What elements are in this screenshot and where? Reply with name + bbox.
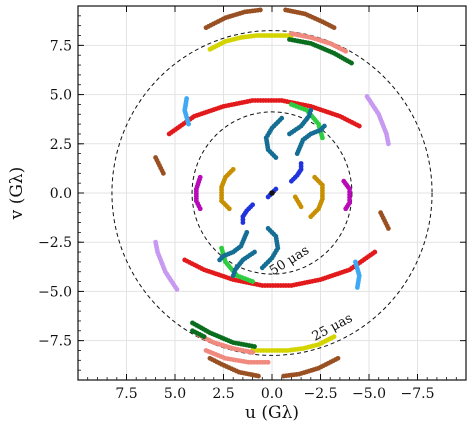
- data-point: [197, 206, 203, 212]
- data-point: [257, 7, 263, 13]
- data-point: [349, 60, 354, 66]
- x-tick-label-5: −5.0: [352, 386, 386, 402]
- data-point: [372, 249, 378, 255]
- track-30: [289, 31, 349, 54]
- data-point: [308, 107, 314, 113]
- circle-1: [111, 30, 433, 356]
- data-point: [201, 334, 207, 340]
- track-18: [182, 96, 191, 127]
- reference-circles: [111, 30, 433, 356]
- data-point: [153, 239, 159, 245]
- track-33: [287, 37, 354, 66]
- track-29: [250, 334, 337, 353]
- track-10: [289, 161, 304, 184]
- track-0: [166, 98, 362, 137]
- track-7: [259, 226, 281, 271]
- track-14: [308, 174, 325, 220]
- data-point: [298, 161, 304, 166]
- data-point: [219, 245, 224, 251]
- track-22: [153, 155, 166, 176]
- data-point: [279, 115, 285, 121]
- data-point: [386, 141, 391, 147]
- track-20: [364, 94, 391, 147]
- data-point: [321, 123, 327, 129]
- y-axis-label: v (Gλ): [7, 167, 27, 221]
- track-21: [153, 239, 180, 292]
- x-tick-label-4: −2.5: [304, 386, 338, 402]
- track-25: [283, 7, 337, 31]
- track-34: [190, 320, 257, 349]
- data-point: [378, 210, 384, 216]
- data-point: [230, 273, 236, 279]
- data-point: [240, 220, 246, 225]
- track-19: [353, 259, 362, 290]
- track-28: [207, 33, 294, 52]
- x-tick-label-1: 5.0: [164, 386, 186, 402]
- x-axis-label: u (Gλ): [245, 403, 299, 423]
- data-point: [252, 344, 257, 349]
- data-point: [217, 257, 223, 263]
- y-tick-label-4: −2.5: [38, 235, 72, 251]
- data-point: [265, 359, 271, 365]
- track-8: [230, 249, 257, 279]
- y-tick-label-0: 7.5: [50, 38, 72, 54]
- track-23: [378, 210, 391, 231]
- y-tick-label-5: −5.0: [38, 284, 72, 300]
- x-tick-label-3: 0.0: [261, 386, 283, 402]
- track-9: [217, 229, 250, 263]
- track-6: [294, 123, 327, 157]
- annotation-0: 50 μas: [267, 243, 312, 279]
- data-point: [356, 123, 362, 129]
- x-tick-label-0: 7.5: [115, 386, 137, 402]
- circle-0: [191, 111, 353, 275]
- axis-ticks: 7.5 5.0 2.5 0.0 −2.5 −5.0 −7.5 7.5 5.0 2.5 0.0 −2.5…: [38, 6, 466, 402]
- data-point: [331, 25, 337, 31]
- track-32: [203, 348, 271, 365]
- data-point: [207, 355, 213, 361]
- data-point: [281, 373, 287, 379]
- track-1: [182, 249, 378, 288]
- track-36: [269, 190, 275, 196]
- x-tick-label-6: −7.5: [401, 386, 435, 402]
- y-tick-label-1: 5.0: [50, 88, 72, 104]
- y-tick-label-2: 2.5: [50, 137, 72, 153]
- track-27: [207, 355, 261, 379]
- track-17: [341, 178, 352, 212]
- y-tick-label-6: −7.5: [38, 334, 72, 350]
- data-point: [292, 194, 298, 200]
- data-point: [160, 170, 166, 176]
- track-15: [292, 194, 304, 210]
- data-point: [269, 190, 275, 196]
- y-tick-label-3: 0.0: [50, 186, 72, 202]
- data-point: [226, 206, 232, 212]
- track-4: [263, 115, 285, 160]
- data-point: [259, 265, 265, 271]
- data-point: [184, 96, 190, 101]
- x-tick-label-2: 2.5: [212, 386, 234, 402]
- track-13: [219, 166, 236, 212]
- uv-tracks: [153, 7, 391, 379]
- track-35: [190, 328, 207, 340]
- data-point: [273, 186, 279, 192]
- track-24: [203, 7, 263, 31]
- data-point: [354, 285, 360, 290]
- track-11: [240, 202, 256, 225]
- track-26: [281, 355, 341, 379]
- data-point: [343, 48, 349, 54]
- data-point: [343, 206, 349, 212]
- data-point: [320, 135, 325, 141]
- track-16: [193, 174, 203, 212]
- track-5: [287, 107, 314, 137]
- data-point: [312, 174, 318, 180]
